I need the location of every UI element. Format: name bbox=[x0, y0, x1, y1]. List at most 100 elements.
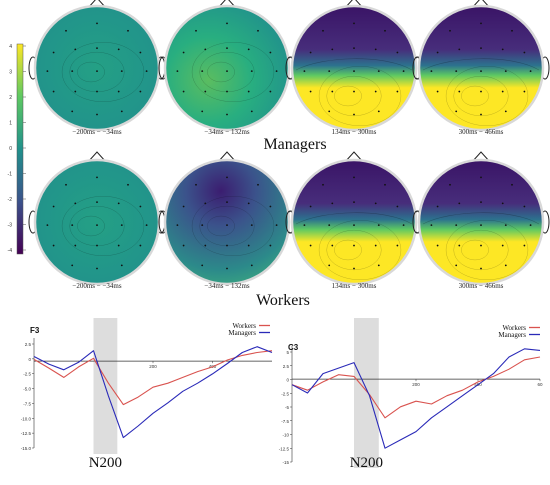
electrode-dot bbox=[250, 110, 253, 113]
electrode-dot bbox=[449, 183, 451, 186]
electrode-dot bbox=[145, 224, 148, 227]
n200-window bbox=[354, 318, 379, 468]
n200-label: N200 bbox=[89, 455, 122, 471]
colorbar: 4 3 2 1 0 -1 -2 -3 -4 bbox=[8, 43, 26, 255]
electrode-dot bbox=[96, 90, 98, 93]
electrode-dot bbox=[96, 267, 98, 270]
electrode-dot bbox=[74, 90, 77, 93]
colorbar-tick-label: 1 bbox=[9, 121, 12, 127]
electrode-dot bbox=[74, 48, 77, 51]
electrode-dot bbox=[201, 224, 204, 227]
electrode-dot bbox=[182, 51, 185, 54]
electrode-dot bbox=[247, 48, 250, 51]
electrode-dot bbox=[247, 244, 250, 247]
electrode-dot bbox=[455, 110, 458, 113]
nose-outline bbox=[471, 0, 491, 9]
electrode-dot bbox=[204, 48, 207, 51]
y-tick-label: -15.0 bbox=[21, 446, 32, 451]
electrode-dot bbox=[269, 205, 272, 208]
colorbar-tick-label: 4 bbox=[9, 44, 12, 50]
electrode-dot bbox=[480, 244, 482, 247]
electrode-dot bbox=[480, 176, 482, 179]
electrode-dot bbox=[501, 90, 504, 93]
electrode-dot bbox=[396, 90, 399, 93]
colorbar-tick-label: 3 bbox=[9, 70, 12, 76]
electrode-dot bbox=[458, 202, 461, 205]
electrode-dot bbox=[480, 47, 482, 50]
electrode-dot bbox=[458, 244, 461, 247]
nose-outline bbox=[87, 151, 107, 163]
colorbar-tick-label: -1 bbox=[8, 172, 13, 178]
y-tick-label: -7.5 bbox=[23, 401, 31, 406]
electrode-dot bbox=[96, 201, 98, 204]
contour-line bbox=[61, 195, 145, 257]
scalp-map bbox=[33, 158, 161, 286]
contour-line bbox=[207, 215, 235, 237]
electrode-dot bbox=[396, 205, 399, 208]
electrode-dot bbox=[529, 224, 532, 227]
electrode-dot bbox=[52, 90, 55, 93]
electrode-dot bbox=[226, 176, 228, 179]
electrode-dot bbox=[195, 29, 197, 32]
electrode-dot bbox=[182, 205, 185, 208]
electrode-dot bbox=[71, 70, 74, 72]
electrode-dot bbox=[96, 244, 98, 247]
electrode-dot bbox=[257, 183, 259, 186]
topomap: −200ms − −34ms bbox=[28, 0, 166, 136]
electrode-dot bbox=[309, 205, 312, 208]
scalp-map bbox=[417, 4, 545, 132]
electrode-dot bbox=[226, 70, 228, 72]
electrode-dot bbox=[322, 29, 324, 32]
series-line-managers bbox=[291, 348, 541, 449]
scalp-map bbox=[33, 4, 161, 132]
electrode-dot bbox=[303, 224, 306, 227]
contour-line bbox=[422, 58, 540, 71]
contour-line bbox=[453, 229, 509, 271]
electrode-dot bbox=[226, 224, 228, 227]
colorbar-tick-label: -4 bbox=[8, 248, 13, 254]
electrode-dot bbox=[529, 70, 532, 72]
electrode-dot bbox=[331, 202, 334, 205]
x-tick-label: 200 bbox=[412, 382, 420, 387]
contour-line bbox=[461, 85, 489, 107]
electrode-dot bbox=[377, 70, 380, 72]
electrode-dot bbox=[501, 244, 504, 247]
electrode-dot bbox=[176, 70, 179, 72]
series-line-workers bbox=[33, 350, 273, 406]
nose-outline bbox=[217, 151, 237, 163]
electrode-dot bbox=[176, 224, 179, 227]
y-tick-label: 2.5 bbox=[25, 342, 32, 347]
electrode-dot bbox=[204, 202, 207, 205]
contour-line bbox=[334, 239, 362, 261]
electrode-dot bbox=[436, 205, 439, 208]
electrode-dot bbox=[377, 264, 380, 267]
electrode-dot bbox=[384, 183, 386, 186]
legend-label: Managers bbox=[228, 329, 256, 337]
chart-title: F3 bbox=[30, 326, 40, 335]
electrode-dot bbox=[511, 183, 513, 186]
scalp-map bbox=[290, 4, 418, 132]
contour-line bbox=[61, 41, 145, 103]
y-tick-label: 5 bbox=[286, 350, 289, 355]
electrode-dot bbox=[46, 224, 49, 227]
electrode-dot bbox=[52, 244, 55, 247]
time-window-label: 300ms − 466ms bbox=[459, 128, 504, 136]
electrode-dot bbox=[480, 224, 482, 227]
electrode-dot bbox=[322, 183, 324, 186]
electrode-dot bbox=[309, 90, 312, 93]
electrode-dot bbox=[96, 70, 98, 72]
electrode-dot bbox=[436, 244, 439, 247]
electrode-dot bbox=[353, 267, 355, 270]
y-tick-label: 0 bbox=[28, 357, 31, 362]
scalp-map bbox=[290, 158, 418, 286]
electrode-dot bbox=[250, 70, 253, 72]
electrode-dot bbox=[353, 70, 355, 72]
electrode-dot bbox=[74, 244, 77, 247]
electrode-dot bbox=[504, 70, 507, 72]
contour-line bbox=[207, 61, 235, 83]
electrode-dot bbox=[455, 224, 458, 227]
nose-outline bbox=[217, 0, 237, 9]
electrode-dot bbox=[127, 29, 129, 32]
electrode-dot bbox=[523, 205, 526, 208]
